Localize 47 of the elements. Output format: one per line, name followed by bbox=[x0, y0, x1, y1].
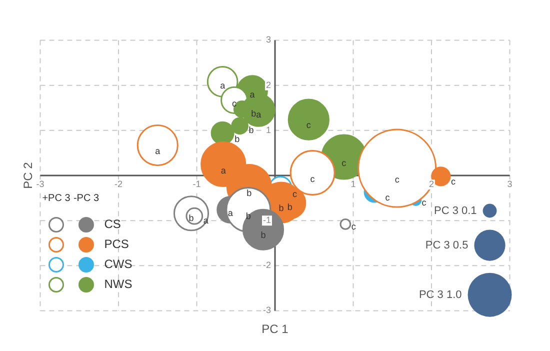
x-tick-label: -3 bbox=[36, 178, 44, 189]
data-label: b bbox=[278, 203, 284, 214]
data-label: b bbox=[234, 134, 240, 144]
y-tick-label: -1 bbox=[262, 215, 271, 226]
data-label: b bbox=[246, 188, 252, 198]
data-label: c bbox=[385, 192, 390, 203]
data-label: c bbox=[450, 176, 456, 186]
data-label: a bbox=[228, 208, 233, 218]
legend-label: NWS bbox=[104, 277, 132, 292]
annotation: -PC 3 bbox=[73, 192, 100, 204]
x-axis-title: PC 1 bbox=[262, 322, 289, 336]
x-tick-label: 1 bbox=[350, 178, 356, 189]
y-tick-label: 3 bbox=[266, 34, 271, 45]
data-label: c bbox=[310, 174, 316, 184]
data-label: c bbox=[292, 188, 298, 199]
legend-label: CS bbox=[104, 217, 121, 232]
legend-label: PC 3 0.5 bbox=[425, 239, 468, 252]
data-label: a bbox=[220, 80, 226, 91]
legend-label: CWS bbox=[104, 257, 132, 272]
y-axis-title: PC 2 bbox=[21, 162, 36, 189]
data-label: b bbox=[251, 108, 256, 118]
legend-label: PCS bbox=[104, 237, 129, 252]
data-label: c bbox=[232, 98, 238, 109]
data-label: c bbox=[351, 222, 356, 232]
y-tick-label: 2 bbox=[266, 80, 271, 90]
x-tick-label: 2 bbox=[429, 178, 434, 189]
y-tick-label: -2 bbox=[262, 260, 271, 270]
data-label: c bbox=[342, 158, 347, 168]
data-label: c bbox=[394, 174, 400, 184]
data-label: a bbox=[250, 90, 255, 100]
x-tick-label: -2 bbox=[114, 178, 122, 189]
legend-label: PC 3 0.1 bbox=[434, 204, 477, 217]
annotation: +PC 3 bbox=[42, 192, 71, 204]
data-label: b bbox=[260, 230, 266, 240]
data-label: b bbox=[188, 212, 194, 223]
data-label: c bbox=[422, 198, 427, 208]
x-tick-label: 3 bbox=[507, 178, 512, 189]
y-tick-label: -3 bbox=[262, 305, 271, 316]
x-tick-label: -1 bbox=[192, 178, 201, 189]
data-label: c bbox=[306, 120, 312, 130]
data-label: a bbox=[256, 109, 262, 120]
data-label: b bbox=[287, 202, 292, 212]
data-label: a bbox=[155, 146, 160, 156]
data-label: b bbox=[248, 125, 254, 136]
legend-label: PC 3 1.0 bbox=[418, 288, 462, 301]
data-label: a bbox=[220, 165, 226, 176]
y-tick-label: 1 bbox=[266, 124, 271, 135]
